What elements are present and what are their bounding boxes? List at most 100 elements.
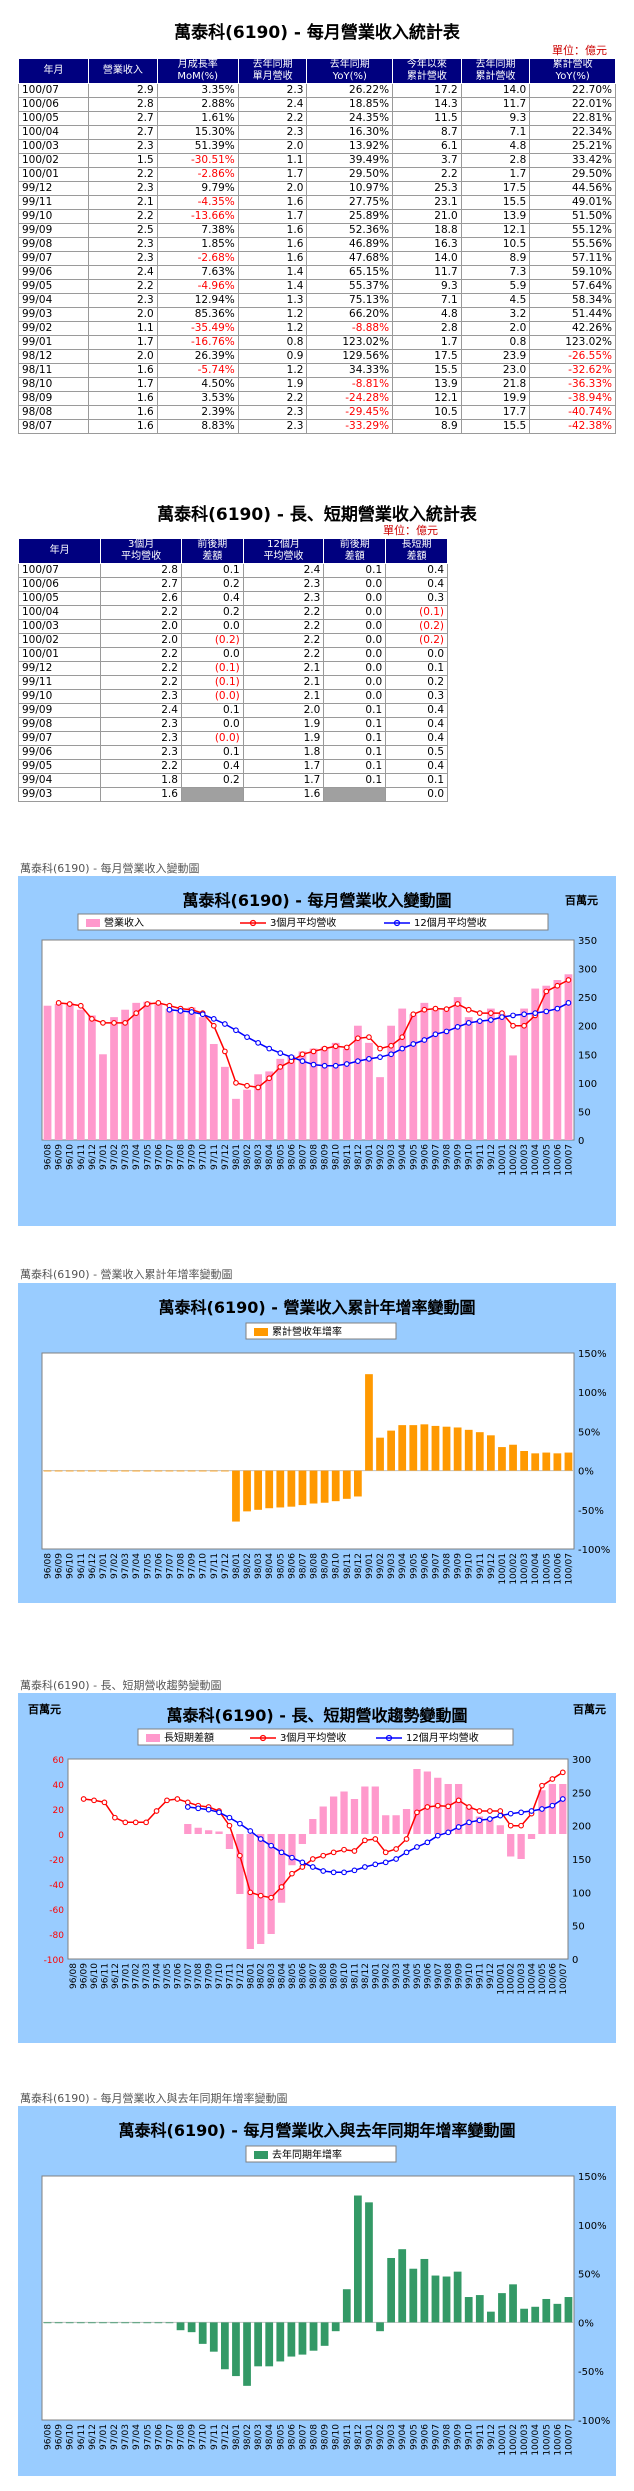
y-tick-label: 20 (53, 1806, 65, 1816)
table1-cell: 55.56% (529, 237, 616, 252)
x-tick-label: 97/01 (99, 2424, 109, 2450)
x-tick-label: 99/06 (420, 2424, 430, 2450)
avg12-point (288, 1054, 295, 1060)
y-tick-label: 0 (58, 1831, 64, 1841)
table2-cell: 1.6 (100, 787, 182, 802)
avg12-point (177, 1008, 184, 1014)
x-tick-label: 100/06 (553, 2424, 563, 2456)
avg12-point (424, 1839, 431, 1846)
legend-label: 長短期差額 (164, 1731, 214, 1744)
avg3-point (247, 1889, 254, 1896)
x-tick-label: 99/07 (431, 1553, 441, 1579)
monthly-yoy-bar (464, 2297, 473, 2323)
table1-row: 100/04 2.7 15.30% 2.3 16.30% 8.7 7.1 22.34% (17, 125, 616, 140)
legend-label: 去年同期年增率 (272, 2148, 342, 2161)
table1-cell: 123.02% (529, 335, 616, 350)
revenue-bar (65, 1002, 74, 1140)
table1-cell: 8.83% (156, 419, 239, 434)
avg3-point (164, 1797, 170, 1804)
table2-cell: 0.1 (385, 773, 448, 788)
x-tick-label: 96/10 (66, 1553, 76, 1579)
cumulative-yoy-bar (154, 1470, 163, 1472)
cumulative-yoy-bar (564, 1452, 573, 1471)
x-tick-label: 97/09 (188, 1553, 198, 1579)
x-tick-label: 96/10 (66, 2424, 76, 2450)
table1-cell: -36.33% (529, 377, 616, 392)
chart-title: 萬泰科(6190) - 每月營業收入與去年同期年增率變動圖 (119, 2121, 516, 2140)
monthly-yoy-bar (43, 2322, 52, 2324)
table2-cell: 0.1 (323, 717, 387, 732)
avg3-point (299, 1864, 306, 1870)
x-tick-label: 99/03 (392, 1963, 402, 1989)
diff-bar (559, 1784, 567, 1834)
table2-cell: 100/01 (17, 647, 102, 662)
avg12-point (247, 1828, 254, 1834)
table1-cell: 1.7 (460, 167, 531, 182)
avg3-point (454, 1001, 461, 1007)
avg3-point (132, 1819, 139, 1826)
table1-cell: 2.3 (237, 83, 308, 98)
table1-cell: 2.2 (88, 279, 158, 294)
table1-cell: -8.81% (306, 377, 394, 392)
diff-bar (475, 1816, 484, 1834)
revenue-bar (464, 1017, 473, 1140)
monthly-yoy-bar (265, 2322, 274, 2367)
cumulative-yoy-bar (509, 1444, 517, 1471)
table1-row: 100/07 2.9 3.35% 2.3 26.22% 17.2 14.0 22.70% (17, 83, 616, 98)
x-tick-label: 99/01 (371, 1963, 381, 1989)
table2-cell: (0.1) (180, 661, 244, 676)
x-tick-label: 98/11 (343, 2424, 353, 2450)
avg12-point (372, 1861, 379, 1868)
avg3-point (414, 1809, 420, 1816)
table2-row: 99/07 2.3 (0.0) 1.9 0.1 0.4 (17, 731, 448, 746)
diff-bar (309, 1819, 317, 1834)
monthly-yoy-bar (498, 2293, 506, 2323)
monthly-yoy-bar (243, 2322, 251, 2386)
x-tick-label: 96/09 (55, 2424, 65, 2450)
table2-cell: 100/03 (17, 619, 102, 634)
avg3-point (122, 1020, 128, 1026)
revenue-bar (254, 1074, 263, 1140)
table1-cell: 1.4 (237, 279, 308, 294)
revenue-bar (486, 1008, 495, 1140)
table1-cell: 2.3 (88, 139, 158, 154)
x-tick-label: 96/11 (77, 2424, 87, 2450)
legend-label: 3個月平均營收 (270, 916, 336, 929)
table1-cell: -8.88% (306, 321, 394, 336)
table1-cell: 1.6 (237, 251, 308, 266)
table2-cell: 0.1 (385, 661, 448, 676)
plot-area (67, 1758, 569, 1960)
revenue-bar (132, 1002, 141, 1140)
table1-cell: -32.62% (529, 363, 616, 378)
x-tick-label: 98/08 (310, 2424, 320, 2450)
table1-cell: 2.2 (88, 209, 158, 224)
avg3-point (111, 1020, 117, 1026)
avg12-point (476, 1817, 483, 1824)
x-tick-label: 99/10 (465, 1144, 475, 1170)
x-tick-label: 97/08 (177, 1553, 187, 1579)
table2-cell: 2.2 (100, 661, 182, 676)
table2-cell: 2.2 (100, 647, 182, 662)
revenue-bar (209, 1044, 218, 1140)
table1-cell: 51.44% (529, 307, 616, 322)
x-tick-label: 97/09 (188, 1144, 198, 1170)
x-tick-label: 97/09 (205, 1963, 215, 1989)
avg3-point (255, 1084, 261, 1091)
monthly-yoy-bar (420, 2258, 429, 2323)
table1-cell: 85.36% (156, 307, 239, 322)
monthly-yoy-bar (76, 2322, 85, 2324)
x-tick-label: 99/09 (454, 1144, 464, 1170)
monthly-revenue-table: 年月 營業收入 月成長率 MoM(%) 去年同期 單月營收 去年同期 YoY(%) 今年以來 累計… (17, 58, 616, 434)
y-tick-label: 300 (578, 965, 597, 976)
avg3-point (521, 1022, 527, 1029)
table1-cell: 33.42% (529, 153, 616, 168)
revenue-bar (232, 1098, 240, 1140)
avg3-point (210, 1022, 217, 1029)
table1-cell: 59.10% (529, 265, 616, 280)
table2-cell: 0.1 (180, 703, 244, 718)
table1-cell: 129.56% (306, 349, 394, 364)
x-tick-label: 100/02 (507, 1963, 517, 1995)
table1-cell: 51.39% (156, 139, 239, 154)
table1-cell: 99/04 (17, 293, 90, 308)
table1-cell: 57.11% (529, 251, 616, 266)
